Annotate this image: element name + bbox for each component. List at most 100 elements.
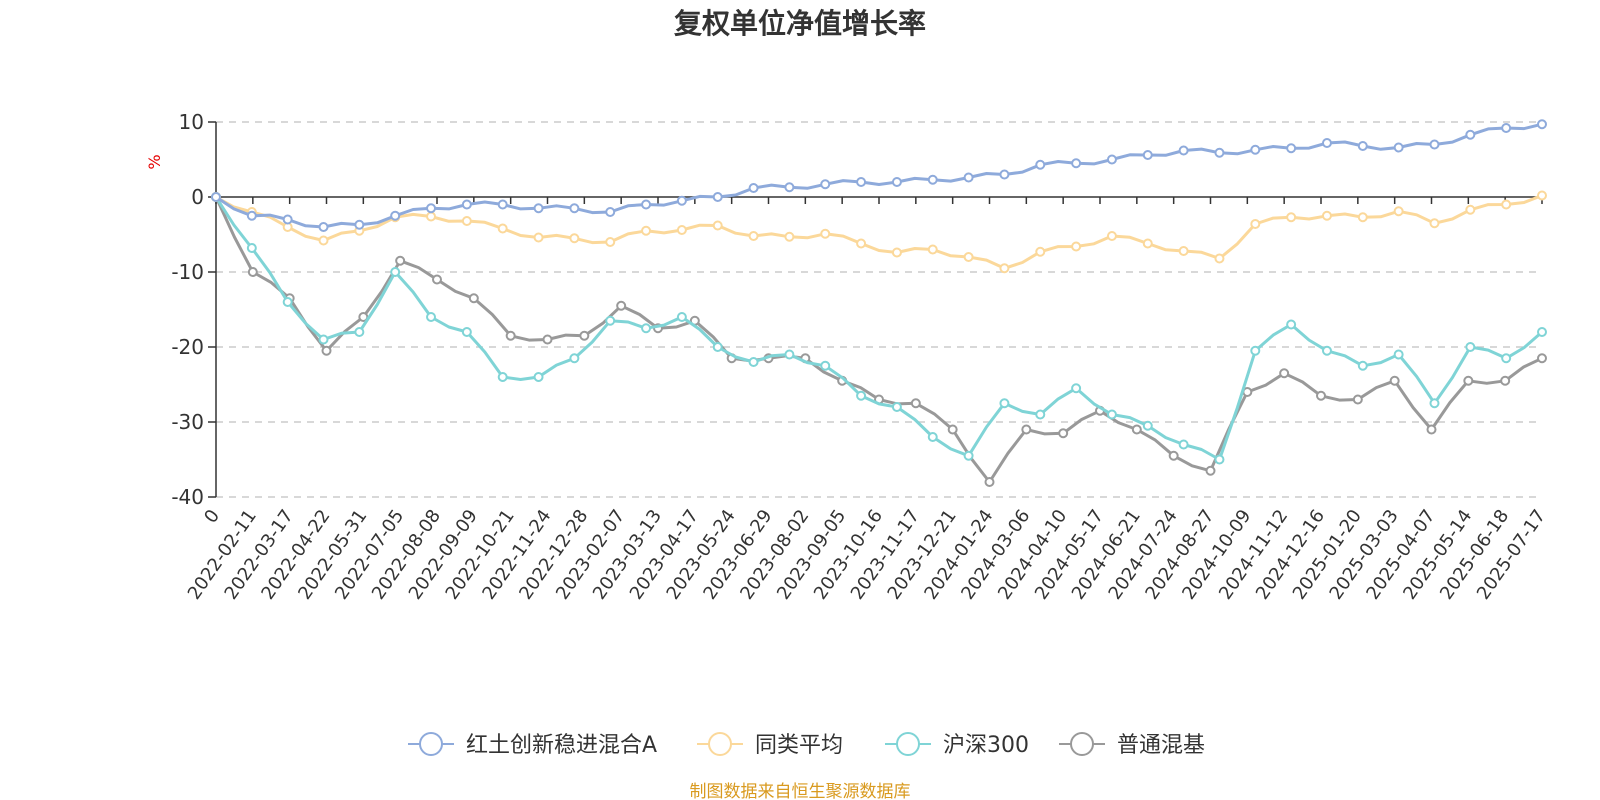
chart-title: 复权单位净值增长率 <box>674 7 926 40</box>
data-point <box>891 402 902 412</box>
data-point <box>1316 390 1326 401</box>
data-point <box>1465 342 1476 352</box>
data-point <box>1035 246 1046 257</box>
data-point <box>1035 409 1046 420</box>
data-point <box>1429 218 1440 229</box>
y-tick-label: 10 <box>179 110 204 134</box>
data-point <box>963 450 974 461</box>
data-point <box>1463 375 1474 386</box>
data-point <box>891 177 902 187</box>
data-point <box>1501 199 1512 210</box>
data-point <box>999 398 1010 409</box>
legend-item[interactable]: 同类平均 <box>697 732 843 758</box>
data-point <box>1214 454 1225 465</box>
data-point <box>1214 253 1225 264</box>
data-point <box>318 222 329 232</box>
data-point <box>1178 439 1189 450</box>
data-point <box>1352 394 1363 405</box>
data-point <box>354 327 365 337</box>
data-point <box>569 203 580 214</box>
data-point <box>1429 398 1440 409</box>
data-point <box>533 203 544 214</box>
data-point <box>247 267 258 277</box>
data-point <box>1106 154 1117 165</box>
series-line <box>215 122 1543 229</box>
data-point <box>533 232 544 243</box>
data-point <box>1071 158 1082 169</box>
data-point <box>1286 143 1297 154</box>
data-point <box>1106 231 1117 241</box>
data-point <box>1321 210 1332 221</box>
data-point <box>963 172 974 183</box>
legend-marker-icon <box>419 732 443 756</box>
data-point <box>820 360 831 371</box>
data-point <box>1357 360 1368 371</box>
y-tick-label: -10 <box>171 260 204 284</box>
legend[interactable]: 红土创新稳进混合A 同类平均 沪深300 普通混基 <box>408 732 1205 758</box>
data-point <box>641 225 652 236</box>
data-point <box>748 183 759 193</box>
data-point <box>1131 424 1142 435</box>
y-tick-label: -20 <box>171 335 204 359</box>
data-point <box>1106 409 1117 420</box>
data-point <box>927 244 938 255</box>
data-point <box>1021 424 1032 435</box>
data-point <box>1393 349 1404 360</box>
data-point <box>748 357 759 367</box>
data-point <box>1501 123 1512 133</box>
legend-item[interactable]: 普通混基 <box>1059 732 1205 758</box>
legend-item[interactable]: 沪深300 <box>885 732 1029 758</box>
legend-item[interactable]: 红土创新稳进混合A <box>408 732 657 758</box>
data-point <box>1500 375 1511 386</box>
data-point <box>1357 212 1368 223</box>
y-axis: 10 0 -10 -20 -30 -40 <box>171 110 217 509</box>
y-tick-label: 0 <box>191 185 204 209</box>
data-point <box>1286 319 1297 330</box>
data-point <box>1537 353 1547 364</box>
data-point <box>497 223 508 234</box>
legend-label: 红土创新稳进混合A <box>466 733 657 758</box>
data-point <box>712 342 723 352</box>
data-point <box>856 177 867 187</box>
data-point <box>891 247 902 258</box>
data-point <box>605 207 616 217</box>
data-point <box>318 235 329 246</box>
data-point <box>569 233 580 244</box>
data-point <box>390 210 401 221</box>
data-point <box>927 174 938 185</box>
data-point <box>1286 212 1297 223</box>
data-point <box>354 219 365 230</box>
data-point <box>1389 375 1400 386</box>
data-point <box>1321 345 1332 356</box>
data-point <box>282 214 293 225</box>
data-point <box>1426 424 1437 435</box>
legend-marker-icon <box>1070 732 1094 756</box>
data-point <box>533 372 544 382</box>
data-point <box>1178 145 1189 156</box>
data-point <box>461 199 472 210</box>
data-point <box>395 255 406 266</box>
data-point <box>426 211 437 222</box>
data-point <box>246 243 257 253</box>
data-point <box>676 195 687 206</box>
x-tick-label: 0 <box>200 506 224 527</box>
data-point <box>784 349 795 360</box>
data-point <box>358 312 369 322</box>
data-point <box>712 220 723 231</box>
data-point <box>605 315 616 326</box>
data-point <box>1250 144 1261 155</box>
data-point <box>605 237 616 247</box>
data-point <box>963 252 974 262</box>
legend-label: 同类平均 <box>755 733 843 758</box>
data-point <box>282 297 293 307</box>
data-point <box>246 210 257 221</box>
series-line <box>214 196 1543 461</box>
data-point <box>579 330 590 341</box>
data-point <box>820 179 831 190</box>
data-point <box>1250 345 1261 356</box>
data-point <box>999 263 1010 274</box>
data-point <box>211 192 221 202</box>
source-note: 制图数据来自恒生聚源数据库 <box>690 782 911 800</box>
data-point <box>318 334 329 345</box>
